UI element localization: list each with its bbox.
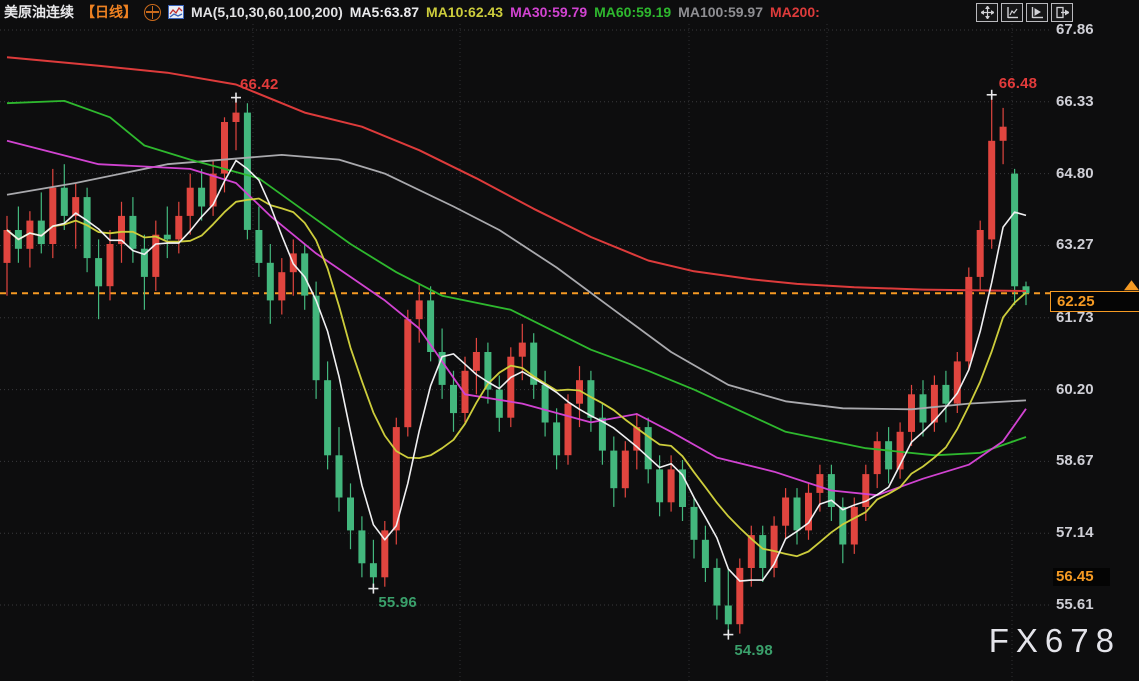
y-axis-tick: 60.20 <box>1056 380 1094 398</box>
chart-header: 美原油连续 【日线】 MA(5,10,30,60,100,200) MA5:63… <box>0 0 1139 24</box>
extreme-marker <box>723 629 734 640</box>
ma100-value: MA100:59.97 <box>678 4 763 20</box>
left-axis-view-button[interactable] <box>1001 3 1023 22</box>
current-price-box: 62.25 <box>1050 291 1139 313</box>
ma10-line <box>6 197 1027 558</box>
y-axis-tick: 55.61 <box>1056 596 1094 613</box>
high-price-annotation: 66.48 <box>998 74 1038 92</box>
y-axis-tick: 64.80 <box>1056 164 1094 182</box>
extreme-marker <box>368 583 379 594</box>
ma60-line <box>6 100 1027 457</box>
marked-price-box: 56.45 <box>1053 567 1110 586</box>
mini-chart-thumbnail-icon[interactable] <box>168 5 184 19</box>
ma5-line <box>6 159 1027 582</box>
y-axis-tick: 61.73 <box>1056 308 1094 326</box>
period-label: 【日线】 <box>81 4 137 20</box>
y-axis-tick: 67.86 <box>1056 21 1094 38</box>
ma5-value: MA5:63.87 <box>349 4 420 20</box>
candles-layer <box>3 94 1030 635</box>
low-price-annotation: 55.96 <box>378 593 417 611</box>
y-axis-tick: 58.67 <box>1056 452 1094 470</box>
ma-parameters-label: MA(5,10,30,60,100,200) <box>191 4 343 20</box>
ma60-value: MA60:59.19 <box>594 4 672 20</box>
price-arrow-up-icon <box>1124 280 1139 291</box>
y-axis-tick: 66.33 <box>1056 92 1094 110</box>
exit-panel-button[interactable] <box>1051 3 1073 22</box>
chart-toolbar <box>976 3 1073 22</box>
extreme-marker <box>986 89 997 100</box>
ma200-line <box>6 56 1027 292</box>
ma200-value: MA200: <box>770 4 820 20</box>
ma100-line <box>6 154 1027 411</box>
y-axis-tick: 57.14 <box>1056 524 1094 542</box>
high-price-annotation: 66.42 <box>240 75 279 93</box>
right-axis-view-button[interactable] <box>1026 3 1048 22</box>
ma10-value: MA10:62.43 <box>426 4 504 20</box>
y-axis-tick: 63.27 <box>1056 236 1094 254</box>
watermark: FX678 <box>988 622 1121 659</box>
crosshair-toggle-icon[interactable] <box>144 3 161 21</box>
pan-tool-button[interactable] <box>976 3 998 22</box>
symbol-name: 美原油连续 <box>4 4 74 20</box>
extreme-marker <box>231 92 241 103</box>
ma30-value: MA30:59.79 <box>510 4 588 20</box>
low-price-annotation: 54.98 <box>734 641 773 659</box>
